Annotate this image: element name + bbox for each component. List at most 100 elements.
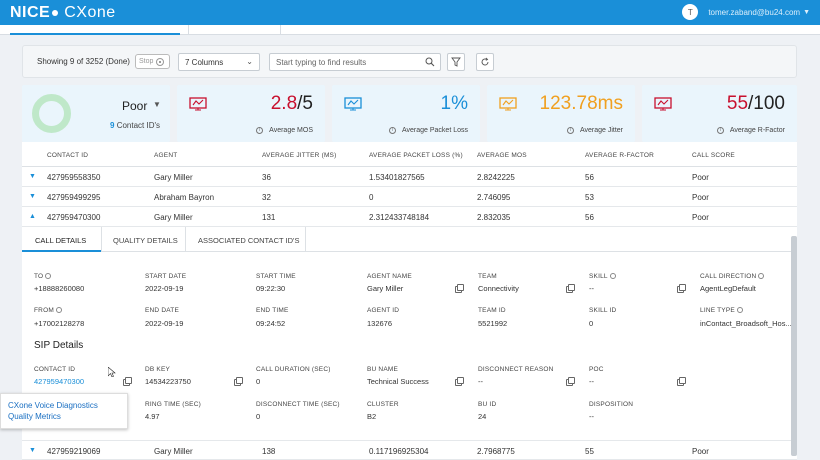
- refresh-button[interactable]: [476, 53, 494, 71]
- kpi-card-r-factor: 55/100 i Average R-Factor: [642, 85, 797, 142]
- expand-caret-icon[interactable]: ▼: [29, 447, 36, 454]
- expand-caret-icon[interactable]: ▼: [29, 173, 36, 180]
- column-header[interactable]: AVERAGE PACKET LOSS (%): [369, 152, 463, 159]
- to-label: TO: [34, 273, 52, 280]
- disposition: --: [589, 412, 594, 421]
- from-value: +17002128278: [34, 319, 85, 328]
- user-menu[interactable]: T tomer.zaband@bu24.com ▼: [682, 4, 810, 20]
- info-icon[interactable]: i: [566, 127, 574, 134]
- results-toolbar: Showing 9 of 3252 (Done) Stop 7 Columns …: [22, 45, 797, 78]
- disconnect-reason: --: [478, 377, 483, 386]
- info-icon[interactable]: [45, 273, 52, 280]
- page-tabs: [0, 25, 820, 35]
- column-header[interactable]: AVERAGE JITTER (MS): [262, 152, 337, 159]
- collapse-caret-icon[interactable]: ▲: [29, 213, 36, 220]
- tab-quality-details[interactable]: QUALITY DETAILS: [113, 236, 178, 245]
- to-value: +18888260080: [34, 284, 85, 293]
- score-select[interactable]: Poor: [122, 99, 148, 113]
- info-icon[interactable]: i: [716, 127, 724, 134]
- contact-id-link[interactable]: 427959470300: [34, 377, 85, 386]
- info-icon[interactable]: i: [256, 127, 264, 134]
- monitor-chart-icon: [344, 97, 362, 111]
- column-header[interactable]: AVERAGE MOS: [477, 152, 527, 159]
- table-row-expanded[interactable]: ▲ 427959470300 Gary Miller 131 2.3124337…: [22, 207, 797, 227]
- filter-button[interactable]: [447, 53, 465, 71]
- copy-icon[interactable]: [455, 284, 464, 293]
- columns-select[interactable]: 7 Columns ⌄: [178, 53, 260, 71]
- user-email: tomer.zaband@bu24.com: [708, 7, 801, 17]
- info-icon[interactable]: [55, 307, 62, 314]
- column-header[interactable]: CALL SCORE: [692, 152, 735, 159]
- column-header[interactable]: CONTACT ID: [47, 152, 89, 159]
- info-icon[interactable]: [736, 307, 743, 314]
- copy-icon[interactable]: [566, 284, 575, 293]
- tab-associated-contact-ids[interactable]: ASSOCIATED CONTACT ID'S: [198, 236, 300, 245]
- kpi-card-packet-loss: 1% i Average Packet Loss: [332, 85, 480, 142]
- call-duration: 0: [256, 377, 261, 386]
- copy-icon[interactable]: [234, 377, 243, 386]
- skill: --: [589, 284, 594, 293]
- contact-details-panel: CALL DETAILS QUALITY DETAILS ASSOCIATED …: [22, 227, 797, 437]
- start-time: 09:22:30: [256, 284, 286, 293]
- refresh-icon: [481, 57, 489, 66]
- table-row[interactable]: ▼ 427959558350 Gary Miller 36 1.53401827…: [22, 167, 797, 187]
- stop-toggle[interactable]: Stop: [134, 54, 170, 69]
- ring-time: 4.97: [145, 412, 160, 421]
- expand-caret-icon[interactable]: ▼: [29, 193, 36, 200]
- skill-id: 0: [589, 319, 594, 328]
- kpi-value: 2.8/5: [270, 93, 313, 114]
- info-icon[interactable]: [609, 273, 616, 280]
- top-header: NICE CXone T tomer.zaband@bu24.com ▼: [0, 0, 820, 25]
- info-icon[interactable]: i: [388, 127, 396, 134]
- poc: --: [589, 377, 594, 386]
- tooltip-line: Quality Metrics: [8, 412, 61, 421]
- stop-icon: [156, 57, 165, 66]
- active-tab-underline: [10, 33, 180, 35]
- results-count: Showing 9 of 3252 (Done): [37, 57, 130, 66]
- copy-icon[interactable]: [566, 377, 575, 386]
- search-input[interactable]: Start typing to find results: [269, 53, 441, 71]
- call-direction: AgentLegDefault: [700, 284, 756, 293]
- chevron-down-icon: ⌄: [246, 57, 253, 66]
- copy-icon[interactable]: [123, 377, 132, 386]
- table-row[interactable]: ▼ 427959499295 Abraham Bayron 32 0 2.746…: [22, 187, 797, 207]
- disconnect-time: 0: [256, 412, 261, 421]
- chevron-down-icon[interactable]: ▼: [803, 8, 810, 16]
- cluster: B2: [367, 412, 377, 421]
- nice-cxone-logo[interactable]: NICE CXone: [10, 3, 116, 21]
- caret-down-icon[interactable]: ▼: [153, 100, 161, 109]
- search-icon[interactable]: [425, 57, 435, 67]
- end-date: 2022-09-19: [145, 319, 184, 328]
- column-header[interactable]: AGENT: [154, 152, 178, 159]
- from-label: FROM: [34, 307, 62, 314]
- info-icon[interactable]: [758, 273, 765, 280]
- team-id: 5521992: [478, 319, 508, 328]
- skill-label: SKILL: [589, 273, 616, 280]
- tooltip: CXone Voice Diagnostics Quality Metrics: [0, 393, 128, 429]
- agent-name: Gary Miller: [367, 284, 404, 293]
- vertical-scrollbar[interactable]: [791, 236, 797, 456]
- copy-icon[interactable]: [677, 284, 686, 293]
- bu-id: 24: [478, 412, 487, 421]
- copy-icon[interactable]: [455, 377, 464, 386]
- team: Connectivity: [478, 284, 519, 293]
- copy-icon[interactable]: [677, 377, 686, 386]
- kpi-value: 55/100: [726, 93, 785, 114]
- kpi-card-mos: 2.8/5 i Average MOS: [177, 85, 325, 142]
- monitor-chart-icon: [189, 97, 207, 111]
- column-header[interactable]: AVERAGE R-FACTOR: [585, 152, 655, 159]
- start-date: 2022-09-19: [145, 284, 184, 293]
- kpi-value: 1%: [440, 93, 468, 114]
- mouse-pointer-icon: [108, 367, 116, 377]
- avatar[interactable]: T: [682, 4, 699, 20]
- score-donut-chart: [32, 94, 71, 133]
- call-direction-label: CALL DIRECTION: [700, 273, 765, 280]
- contact-count: 9 Contact ID's: [110, 121, 161, 130]
- line-type-label: LINE TYPE: [700, 307, 743, 314]
- table-row[interactable]: ▼ 427959219069 Gary Miller 138 0.1171969…: [22, 440, 797, 460]
- contacts-table: CONTACT ID AGENT AVERAGE JITTER (MS) AVE…: [22, 142, 797, 460]
- db-key: 14534223750: [145, 377, 191, 386]
- tab-call-details[interactable]: CALL DETAILS: [35, 236, 87, 245]
- table-header: CONTACT ID AGENT AVERAGE JITTER (MS) AVE…: [22, 142, 797, 167]
- bu-name: Technical Success: [367, 377, 429, 386]
